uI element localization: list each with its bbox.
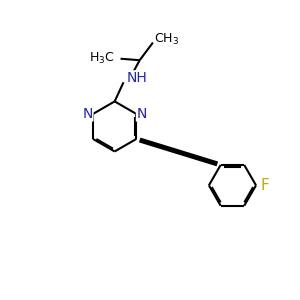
Text: CH$_3$: CH$_3$: [154, 32, 179, 46]
Text: N: N: [136, 107, 147, 121]
Text: H$_3$C: H$_3$C: [89, 51, 115, 66]
Text: NH: NH: [126, 71, 147, 85]
Text: F: F: [260, 178, 269, 193]
Text: N: N: [82, 107, 93, 121]
